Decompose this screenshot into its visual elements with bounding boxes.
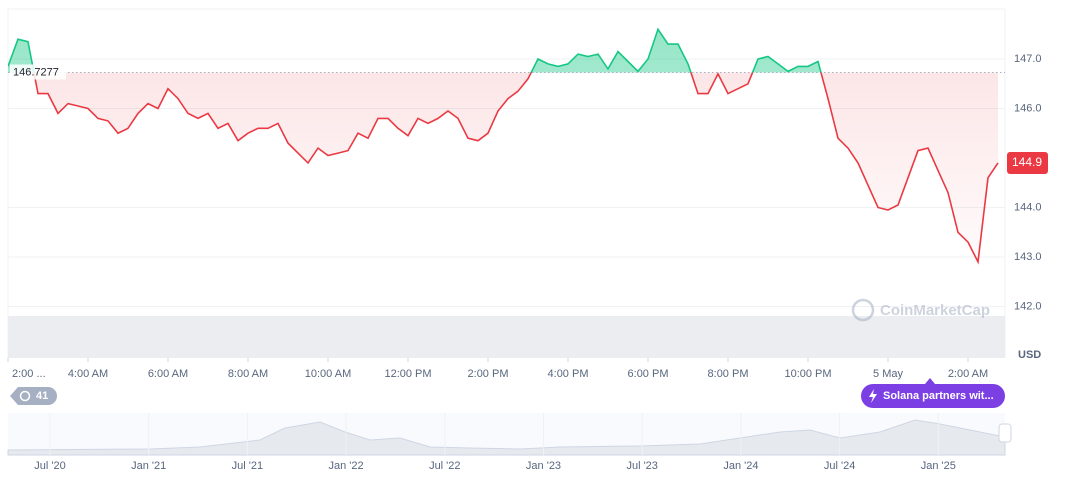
x-tick-label: 6:00 PM [628, 368, 669, 380]
x-tick-label: 2:00 PM [468, 368, 509, 380]
current-price-label: 144.9 [1012, 155, 1042, 169]
unit-label: USD [1018, 349, 1041, 361]
current-price-bg [1007, 151, 1048, 174]
navigator-label: Jul '22 [429, 460, 460, 472]
y-tick-label: 144.0 [1014, 201, 1042, 213]
y-tick-label: 142.0 [1014, 300, 1042, 312]
area-up [8, 29, 821, 73]
x-tick-label: 2:00 ... [12, 368, 46, 380]
news-pointer [925, 378, 935, 384]
navigator-handle[interactable] [998, 423, 1012, 443]
navigator-label: Jan '21 [131, 460, 166, 472]
navigator-label: Jul '21 [232, 460, 263, 472]
news-badge[interactable]: Solana partners wit... [861, 378, 1005, 408]
plot [7, 27, 1005, 362]
price-line-down [33, 72, 999, 265]
navigator-label: Jan '24 [723, 460, 758, 472]
navigator[interactable] [7, 413, 1012, 456]
baseline-label-bg [10, 64, 66, 80]
volume-band [8, 316, 1005, 358]
x-tick-label: 2:00 AM [948, 368, 988, 380]
events-badge-bg [10, 387, 57, 405]
x-tick-label: 8:00 AM [228, 368, 268, 380]
clock-icon [19, 390, 31, 402]
navigator-labels: Jul '20 Jan '21 Jul '21 Jan '22 Jul '22 Jan '… [34, 413, 956, 472]
navigator-label: Jan '22 [329, 460, 364, 472]
navigator-area [7, 419, 1006, 456]
x-tick-label: 4:00 PM [548, 368, 589, 380]
bolt-icon [869, 389, 877, 403]
x-tick-label: 4:00 AM [68, 368, 108, 380]
news-text: Solana partners wit... [883, 390, 994, 402]
x-tick-label: 10:00 PM [784, 368, 831, 380]
x-tick-label: 8:00 PM [708, 368, 749, 380]
navigator-label: Jul '24 [824, 460, 855, 472]
navigator-label: Jul '20 [34, 460, 65, 472]
x-tick-label: 6:00 AM [148, 368, 188, 380]
area-down [8, 72, 998, 262]
news-badge-bg [861, 384, 1005, 408]
x-tick-label: 10:00 AM [305, 368, 351, 380]
navigator-label: Jan '25 [921, 460, 956, 472]
x-tick-label: 12:00 PM [384, 368, 431, 380]
baseline-label: 146.7277 [13, 66, 59, 78]
events-count: 41 [36, 390, 48, 402]
watermark-text: CoinMarketCap [880, 302, 990, 319]
navigator-label: Jan '23 [526, 460, 561, 472]
watermark: CoinMarketCap [851, 298, 990, 322]
watermark-logo [851, 298, 875, 322]
x-tick-label: 5 May [873, 368, 903, 380]
y-tick-label: 143.0 [1014, 251, 1042, 263]
y-tick-label: 147.0 [1014, 53, 1042, 65]
y-tick-label: 146.0 [1014, 102, 1042, 114]
events-badge[interactable]: 41 [10, 387, 57, 405]
navigator-label: Jul '23 [626, 460, 657, 472]
